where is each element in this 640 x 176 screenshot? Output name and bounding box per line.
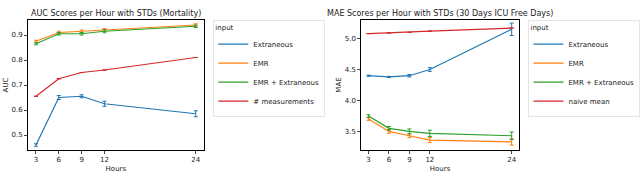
- svg-text:24: 24: [507, 156, 516, 164]
- svg-text:0.5: 0.5: [12, 131, 23, 139]
- svg-text:5.0: 5.0: [345, 35, 356, 43]
- svg-text:6: 6: [57, 156, 62, 164]
- svg-text:naive mean: naive mean: [568, 98, 609, 106]
- svg-text:Hours: Hours: [106, 165, 127, 173]
- svg-text:AUC: AUC: [2, 77, 10, 92]
- svg-text:EMR + Extraneous: EMR + Extraneous: [253, 79, 319, 87]
- svg-text:0.6: 0.6: [12, 106, 24, 114]
- svg-text:4.0: 4.0: [345, 97, 356, 105]
- svg-text:0.7: 0.7: [12, 81, 23, 89]
- svg-text:EMR + Extraneous: EMR + Extraneous: [568, 79, 634, 87]
- svg-text:Hours: Hours: [430, 165, 451, 173]
- svg-text:input: input: [530, 24, 548, 32]
- svg-text:Extraneous: Extraneous: [253, 41, 293, 49]
- svg-text:MAE Scores per Hour with STDs: MAE Scores per Hour with STDs (30 Days I…: [327, 9, 553, 18]
- svg-text:4.5: 4.5: [345, 66, 356, 74]
- svg-text:# measurements: # measurements: [253, 98, 314, 106]
- svg-text:3: 3: [366, 156, 370, 164]
- svg-text:0.8: 0.8: [12, 56, 23, 64]
- svg-text:MAE: MAE: [335, 77, 343, 92]
- svg-text:9: 9: [79, 156, 83, 164]
- svg-text:12: 12: [425, 156, 434, 164]
- svg-text:EMR: EMR: [253, 60, 268, 68]
- svg-text:24: 24: [191, 156, 200, 164]
- svg-text:3: 3: [34, 156, 38, 164]
- svg-text:Extraneous: Extraneous: [568, 41, 608, 49]
- svg-text:3.5: 3.5: [345, 128, 356, 136]
- svg-text:AUC Scores per Hour with STDs: AUC Scores per Hour with STDs (Mortality…: [31, 9, 201, 18]
- svg-text:input: input: [215, 24, 233, 32]
- svg-text:12: 12: [100, 156, 109, 164]
- svg-text:6: 6: [387, 156, 392, 164]
- svg-text:0.9: 0.9: [12, 31, 23, 39]
- svg-text:9: 9: [407, 156, 411, 164]
- svg-text:EMR: EMR: [568, 60, 583, 68]
